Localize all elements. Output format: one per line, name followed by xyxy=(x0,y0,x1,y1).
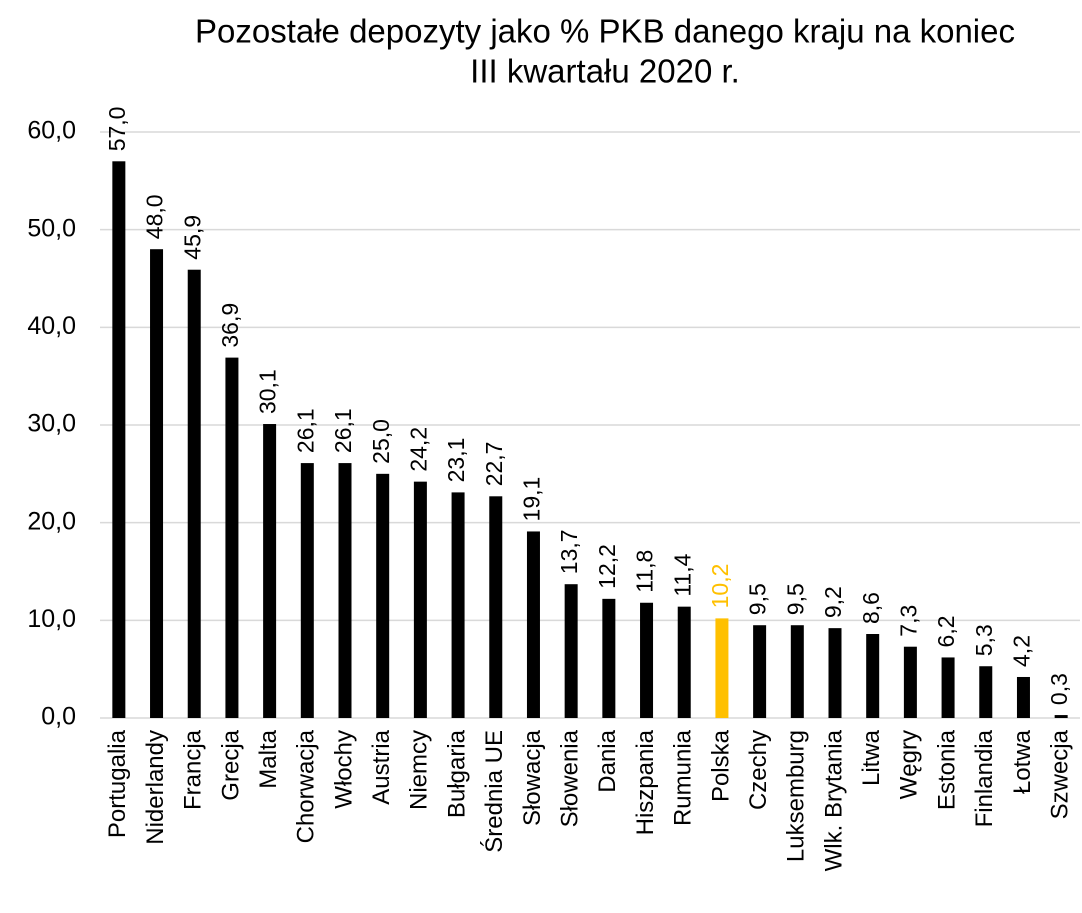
x-tick-label: Czechy xyxy=(745,730,772,810)
y-tick-label: 50,0 xyxy=(27,214,76,242)
bar xyxy=(300,463,314,718)
bar xyxy=(225,357,239,718)
bar xyxy=(376,473,390,718)
x-tick-label: Luksemburg xyxy=(783,730,810,862)
bar xyxy=(263,424,277,718)
value-label: 24,2 xyxy=(405,427,431,472)
x-tick-label: Dania xyxy=(594,729,621,792)
x-tick-label: Austria xyxy=(368,729,395,804)
bar xyxy=(790,625,804,718)
value-label: 23,1 xyxy=(443,438,469,483)
x-tick-label: Niderlandy xyxy=(142,730,169,845)
bar xyxy=(1016,676,1030,718)
value-label: 45,9 xyxy=(179,215,205,260)
x-tick-label: Chorwacja xyxy=(293,729,320,843)
bar xyxy=(941,657,955,718)
x-tick-label: Estonia xyxy=(933,729,960,810)
bar xyxy=(753,625,767,718)
bar xyxy=(451,492,465,718)
value-label: 22,7 xyxy=(481,442,507,487)
bar xyxy=(526,531,540,718)
value-label: 10,2 xyxy=(707,564,733,609)
x-tick-label: Średnia UE xyxy=(480,730,508,853)
bar xyxy=(979,666,993,718)
x-tick-label: Rumunia xyxy=(670,729,697,826)
bar xyxy=(112,161,126,719)
x-tick-label: Wlk. Brytania xyxy=(820,729,847,871)
x-tick-label: Bułgaria xyxy=(443,729,470,818)
bar xyxy=(677,606,691,718)
bar xyxy=(866,634,880,718)
value-label: 26,1 xyxy=(292,408,318,453)
bar xyxy=(564,584,578,718)
bar xyxy=(640,602,654,718)
value-label: 13,7 xyxy=(556,529,582,574)
value-label: 57,0 xyxy=(104,107,130,152)
value-label: 9,5 xyxy=(782,583,808,615)
y-tick-label: 0,0 xyxy=(41,703,76,731)
value-label: 4,2 xyxy=(1009,635,1035,667)
x-tick-label: Niemcy xyxy=(406,730,433,810)
bar xyxy=(413,481,427,718)
x-tick-label: Włochy xyxy=(330,730,357,809)
value-label: 8,6 xyxy=(858,592,884,624)
bar xyxy=(338,463,352,718)
x-tick-label: Słowenia xyxy=(556,729,583,827)
bar xyxy=(489,496,503,718)
value-label: 7,3 xyxy=(895,605,921,637)
x-tick-label: Węgry xyxy=(896,730,923,799)
value-label: 12,2 xyxy=(594,544,620,589)
x-tick-label: Hiszpania xyxy=(632,729,659,835)
x-tick-label: Polska xyxy=(707,729,734,802)
bar xyxy=(150,249,164,718)
chart-title: Pozostałe depozyty jako % PKB danego kra… xyxy=(195,13,1015,50)
value-label: 36,9 xyxy=(217,303,243,348)
chart-title: III kwartału 2020 r. xyxy=(470,53,740,90)
bar xyxy=(715,618,729,718)
value-label: 11,4 xyxy=(669,553,695,596)
x-tick-label: Litwa xyxy=(858,729,885,786)
value-label: 48,0 xyxy=(142,194,168,239)
bar xyxy=(903,646,917,718)
value-label: 19,1 xyxy=(519,477,545,522)
x-tick-label: Łotwa xyxy=(1009,729,1036,794)
y-tick-label: 60,0 xyxy=(27,117,76,145)
x-tick-label: Francja xyxy=(180,729,207,810)
bar xyxy=(187,269,201,718)
value-label: 9,5 xyxy=(745,583,771,615)
value-label: 11,8 xyxy=(632,550,658,593)
bar xyxy=(602,598,616,718)
x-tick-label: Malta xyxy=(255,729,282,788)
y-tick-label: 40,0 xyxy=(27,312,76,340)
y-tick-label: 20,0 xyxy=(27,507,76,535)
value-label: 5,3 xyxy=(971,624,997,656)
value-label: 26,1 xyxy=(330,408,356,453)
value-label: 6,2 xyxy=(933,615,959,647)
value-label: 0,3 xyxy=(1046,673,1072,705)
value-label: 25,0 xyxy=(368,419,394,464)
y-tick-label: 30,0 xyxy=(27,410,76,438)
value-label: 9,2 xyxy=(820,586,846,618)
x-tick-label: Finlandia xyxy=(971,729,998,827)
x-tick-label: Szwecja xyxy=(1046,729,1073,819)
bar xyxy=(1054,715,1068,718)
x-tick-label: Portugalia xyxy=(104,729,131,838)
x-tick-label: Grecja xyxy=(217,729,244,800)
value-label: 30,1 xyxy=(255,369,281,414)
x-tick-label: Słowacja xyxy=(519,729,546,826)
bar xyxy=(828,628,842,718)
y-tick-label: 10,0 xyxy=(27,605,76,633)
